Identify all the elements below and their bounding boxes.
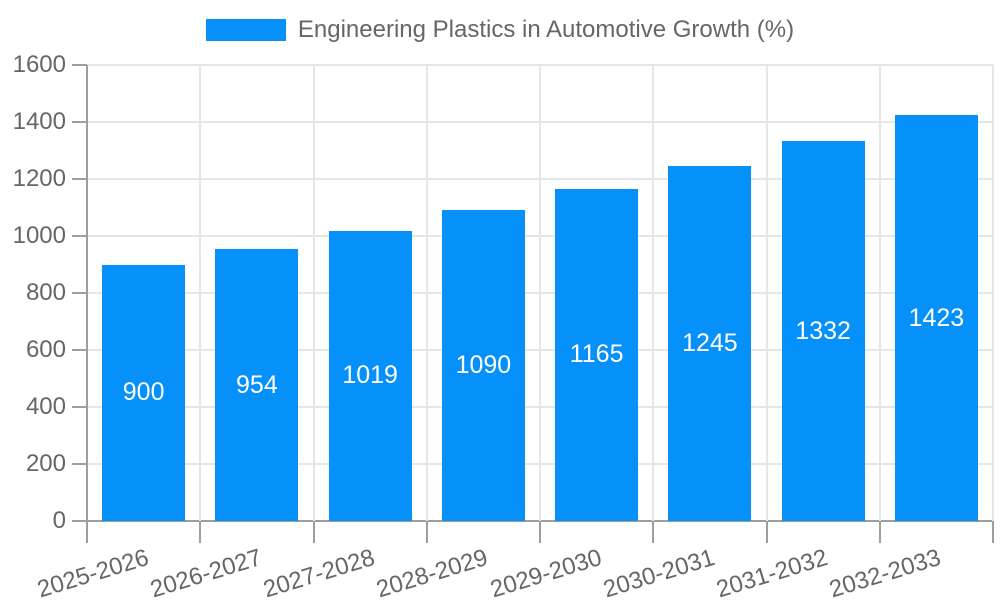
- y-tick-mark: [72, 520, 87, 522]
- y-tick-mark: [72, 349, 87, 351]
- y-tick-label: 1400: [12, 108, 66, 135]
- x-tick-mark: [992, 521, 994, 543]
- bar-value-label: 1423: [908, 303, 965, 332]
- bar-value-label: 1165: [569, 340, 624, 369]
- y-axis-line: [86, 65, 88, 521]
- bar-value-label: 954: [236, 370, 278, 399]
- y-tick-mark: [72, 463, 87, 465]
- bar: 900: [102, 264, 186, 521]
- gridline-vertical: [878, 65, 881, 521]
- x-tick-mark: [199, 521, 202, 543]
- y-tick-mark: [72, 121, 87, 123]
- legend-swatch: [205, 19, 286, 41]
- bar: 1090: [441, 210, 525, 521]
- y-tick-label: 800: [25, 279, 66, 306]
- y-tick-label: 1600: [12, 51, 66, 78]
- bar: 1165: [555, 188, 639, 521]
- bar-value-label: 1332: [795, 316, 851, 345]
- bar: 1019: [328, 230, 412, 521]
- gridline-vertical: [425, 65, 428, 521]
- y-tick-mark: [72, 292, 87, 294]
- legend-label: Engineering Plastics in Automotive Growt…: [297, 16, 795, 43]
- y-tick-label: 1200: [12, 165, 66, 192]
- bar-value-label: 1090: [455, 351, 512, 380]
- x-tick-mark: [312, 521, 315, 543]
- y-tick-mark: [72, 64, 87, 66]
- bar: 1423: [894, 115, 978, 521]
- gridline-vertical: [539, 65, 541, 521]
- x-tick-mark: [425, 521, 428, 543]
- legend: Engineering Plastics in Automotive Growt…: [0, 16, 1000, 44]
- y-tick-mark: [72, 178, 87, 180]
- y-tick-label: 1000: [12, 222, 66, 249]
- x-tick-mark: [86, 521, 88, 543]
- x-tick-mark: [652, 521, 655, 543]
- gridline-vertical: [312, 65, 315, 521]
- x-tick-mark: [878, 521, 881, 543]
- bar-value-label: 1019: [342, 361, 398, 390]
- gridline-vertical: [765, 65, 768, 521]
- bar: 954: [215, 249, 299, 521]
- y-tick-mark: [72, 235, 87, 237]
- y-tick-label: 0: [52, 507, 66, 534]
- bar-value-label: 900: [122, 378, 165, 407]
- y-tick-label: 400: [25, 393, 66, 420]
- bar-value-label: 1245: [682, 329, 738, 358]
- y-tick-label: 200: [25, 450, 66, 477]
- bar: 1332: [781, 141, 865, 521]
- gridline-vertical: [199, 65, 202, 521]
- x-tick-mark: [539, 521, 541, 543]
- x-tick-mark: [765, 521, 768, 543]
- gridline-vertical: [652, 65, 655, 521]
- bar: 1245: [668, 166, 752, 521]
- gridline-vertical: [992, 65, 994, 521]
- y-tick-mark: [72, 406, 87, 408]
- y-tick-label: 600: [25, 336, 66, 363]
